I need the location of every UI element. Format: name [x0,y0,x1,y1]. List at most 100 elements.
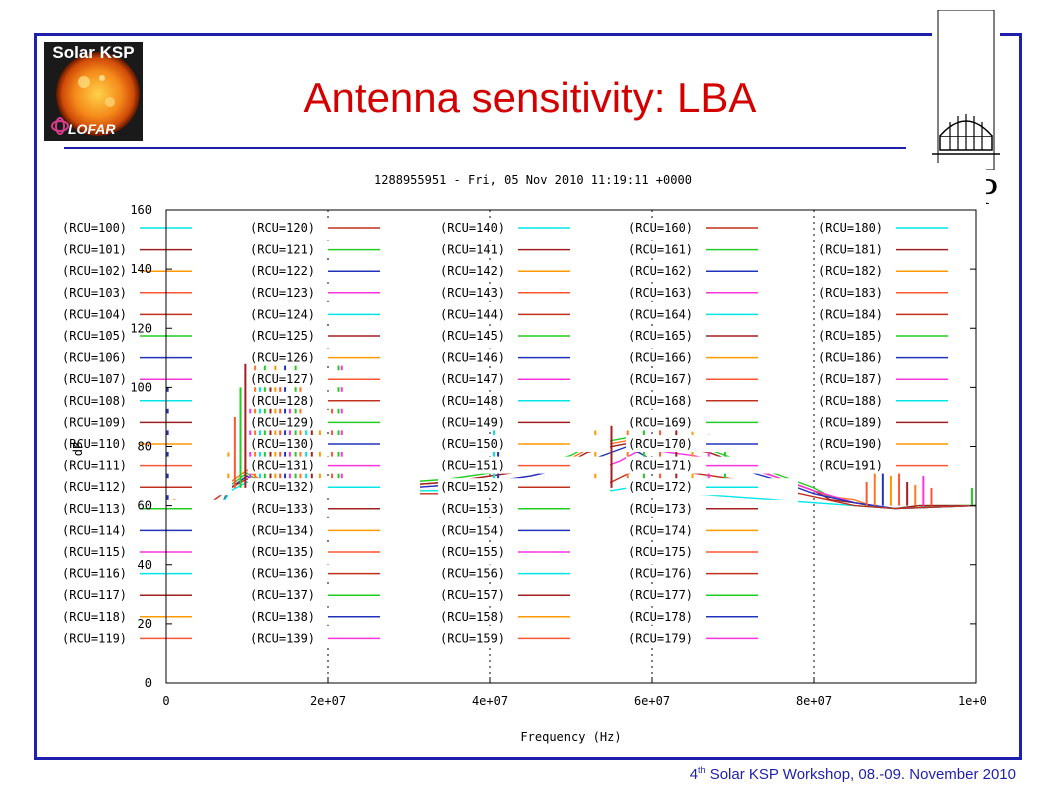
x-tick-label: 1e+08 [958,694,986,708]
legend-label: (RCU=173) [628,502,693,516]
legend-label: (RCU=168) [628,394,693,408]
slide-frame-top-right [1000,33,1022,36]
legend-label: (RCU=138) [250,610,315,624]
x-tick-label: 0 [162,694,169,708]
legend-label: (RCU=177) [628,588,693,602]
legend-label: (RCU=154) [440,523,505,537]
chart: 1288955951 - Fri, 05 Nov 2010 11:19:11 +… [46,163,986,753]
legend-label: (RCU=120) [250,221,315,235]
legend-label: (RCU=167) [628,372,693,386]
legend-label: (RCU=116) [62,567,127,581]
x-tick-label: 6e+07 [634,694,670,708]
legend-label: (RCU=140) [440,221,505,235]
legend-label: (RCU=179) [628,631,693,645]
legend-label: (RCU=108) [62,394,127,408]
legend-label: (RCU=180) [818,221,883,235]
legend-label: (RCU=162) [628,264,693,278]
legend-label: (RCU=107) [62,372,127,386]
legend-label: (RCU=181) [818,243,883,257]
legend-label: (RCU=128) [250,394,315,408]
legend-label: (RCU=135) [250,545,315,559]
observatory-icon [932,9,1000,171]
legend-label: (RCU=160) [628,221,693,235]
legend-label: (RCU=146) [440,351,505,365]
legend-label: (RCU=133) [250,502,315,516]
legend-label: (RCU=186) [818,351,883,365]
legend-label: (RCU=174) [628,523,693,537]
legend-label: (RCU=171) [628,459,693,473]
y-tick-label: 0 [145,676,152,690]
legend-label: (RCU=150) [440,437,505,451]
legend-label: (RCU=101) [62,243,127,257]
legend-label: (RCU=103) [62,286,127,300]
y-tick-label: 20 [138,617,152,631]
legend-label: (RCU=191) [818,459,883,473]
y-tick-label: 80 [138,440,152,454]
axes: 0 20 40 60 80 100 120 140 160 0 2e+07 4e+07 6e+07 8e+… [130,203,986,708]
legend-label: (RCU=165) [628,329,693,343]
y-tick-label: 100 [130,380,152,394]
solar-ksp-logo: Solar KSP LOFAR [44,42,143,141]
y-tick-label: 140 [130,262,152,276]
y-axis-label: dB [71,442,85,456]
legend-label: (RCU=184) [818,307,883,321]
legend-label: (RCU=129) [250,415,315,429]
legend-label: (RCU=134) [250,523,315,537]
legend-label: (RCU=175) [628,545,693,559]
legend-label: (RCU=121) [250,243,315,257]
legend-label: (RCU=188) [818,394,883,408]
legend-label: (RCU=110) [62,437,127,451]
legend-label: (RCU=172) [628,480,693,494]
y-tick-label: 120 [130,321,152,335]
legend-label: (RCU=148) [440,394,505,408]
legend-label: (RCU=147) [440,372,505,386]
x-tick-label: 2e+07 [310,694,346,708]
slide-title: Antenna sensitivity: LBA [303,74,757,121]
legend-label: (RCU=152) [440,480,505,494]
footer-text: Solar KSP Workshop, 08.-09. November 201… [705,766,1016,783]
legend-label: (RCU=118) [62,610,127,624]
chart-title: 1288955951 - Fri, 05 Nov 2010 11:19:11 +… [374,173,692,187]
legend-label: (RCU=114) [62,523,127,537]
legend-label: (RCU=119) [62,631,127,645]
legend-label: (RCU=166) [628,351,693,365]
legend: (RCU=100) (RCU=101) (RCU=102) (RCU=103) (RCU… [60,219,986,647]
legend-label: (RCU=125) [250,329,315,343]
legend-label: (RCU=142) [440,264,505,278]
legend-label: (RCU=158) [440,610,505,624]
legend-label: (RCU=144) [440,307,505,321]
legend-label: (RCU=183) [818,286,883,300]
legend-label: (RCU=126) [250,351,315,365]
y-tick-label: 60 [138,499,152,513]
legend-label: (RCU=189) [818,415,883,429]
legend-label: (RCU=178) [628,610,693,624]
legend-label: (RCU=153) [440,502,505,516]
legend-label: (RCU=112) [62,480,127,494]
legend-label: (RCU=106) [62,351,127,365]
footer-ordinal-suffix: th [698,765,706,775]
legend-label: (RCU=143) [440,286,505,300]
legend-label: (RCU=109) [62,415,127,429]
legend-label: (RCU=176) [628,567,693,581]
x-tick-label: 8e+07 [796,694,832,708]
legend-label: (RCU=159) [440,631,505,645]
title-rule [64,147,906,149]
legend-label: (RCU=113) [62,502,127,516]
footer-ordinal: 4 [689,766,699,783]
legend-label: (RCU=164) [628,307,693,321]
slide-frame-top [34,33,932,36]
x-axis-label: Frequency (Hz) [520,730,621,744]
legend-label: (RCU=105) [62,329,127,343]
legend-label: (RCU=111) [62,459,127,473]
x-tick-label: 4e+07 [472,694,508,708]
aip-logo: AIP [932,9,1000,213]
legend-label: (RCU=122) [250,264,315,278]
legend-label: (RCU=141) [440,243,505,257]
legend-label: (RCU=169) [628,415,693,429]
legend-label: (RCU=145) [440,329,505,343]
legend-label: (RCU=137) [250,588,315,602]
legend-label: (RCU=123) [250,286,315,300]
legend-label: (RCU=156) [440,567,505,581]
logo-subtitle: LOFAR [68,121,116,137]
legend-label: (RCU=131) [250,459,315,473]
